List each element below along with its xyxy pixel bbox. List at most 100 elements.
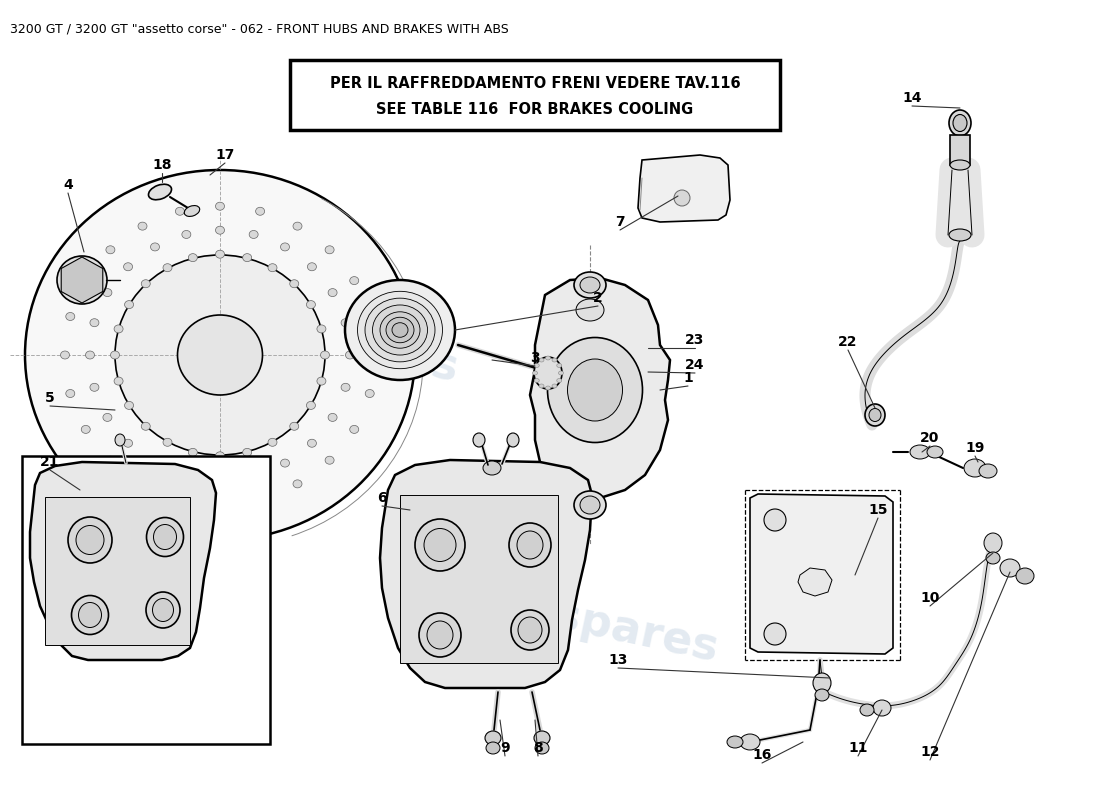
Ellipse shape [865,404,886,426]
Bar [400,495,558,663]
Ellipse shape [317,377,326,385]
Ellipse shape [243,254,252,262]
Ellipse shape [154,525,176,550]
Ellipse shape [740,734,760,750]
Ellipse shape [216,500,224,508]
Ellipse shape [552,358,557,362]
Ellipse shape [123,262,133,270]
Ellipse shape [163,264,172,272]
Ellipse shape [552,384,557,388]
Ellipse shape [124,301,133,309]
Ellipse shape [1016,568,1034,584]
Ellipse shape [483,461,500,475]
Ellipse shape [185,206,200,217]
Ellipse shape [141,422,151,430]
Ellipse shape [576,299,604,321]
Ellipse shape [813,673,830,693]
Ellipse shape [727,736,742,748]
Ellipse shape [557,363,562,367]
Ellipse shape [123,439,133,447]
Ellipse shape [341,318,350,326]
Ellipse shape [485,731,501,745]
Ellipse shape [66,265,98,295]
Ellipse shape [289,422,299,430]
Ellipse shape [268,264,277,272]
Text: eurospares: eurospares [178,290,462,390]
Ellipse shape [986,552,1000,564]
Text: 15: 15 [868,503,888,517]
Text: 5: 5 [45,391,55,405]
Ellipse shape [124,402,133,410]
Ellipse shape [580,496,600,514]
Ellipse shape [559,371,563,375]
Ellipse shape [534,731,550,745]
Ellipse shape [57,256,107,304]
Ellipse shape [116,255,324,455]
Ellipse shape [535,378,539,382]
Ellipse shape [371,351,380,359]
Text: SEE TABLE 116  FOR BRAKES COOLING: SEE TABLE 116 FOR BRAKES COOLING [376,102,694,118]
Ellipse shape [307,301,316,309]
Ellipse shape [326,246,334,254]
Ellipse shape [110,351,120,359]
Ellipse shape [66,313,75,321]
Ellipse shape [307,402,316,410]
Text: 18: 18 [152,158,172,172]
Ellipse shape [386,318,414,342]
Ellipse shape [365,298,435,362]
Ellipse shape [293,222,303,230]
Text: 8: 8 [534,741,543,755]
Ellipse shape [188,448,197,456]
Text: 17: 17 [216,148,234,162]
Ellipse shape [182,230,191,238]
Ellipse shape [424,529,456,562]
Ellipse shape [568,359,623,421]
Ellipse shape [146,518,184,557]
Ellipse shape [289,280,299,288]
Bar [45,497,190,645]
Ellipse shape [535,742,549,754]
Ellipse shape [427,621,453,649]
Ellipse shape [419,613,461,657]
Ellipse shape [574,491,606,519]
Ellipse shape [151,243,160,251]
Ellipse shape [964,459,986,477]
Ellipse shape [249,230,258,238]
Ellipse shape [415,519,465,571]
Ellipse shape [358,291,442,369]
Ellipse shape [546,356,550,360]
Text: 4: 4 [63,178,73,192]
Bar [290,60,780,130]
Ellipse shape [507,433,519,447]
Ellipse shape [116,434,125,446]
Ellipse shape [486,742,500,754]
Ellipse shape [72,595,109,634]
Ellipse shape [216,452,224,460]
Ellipse shape [68,517,112,563]
Polygon shape [798,568,832,596]
Ellipse shape [869,409,881,422]
Ellipse shape [146,592,180,628]
Ellipse shape [114,325,123,333]
Polygon shape [638,155,730,222]
Ellipse shape [216,476,224,484]
Ellipse shape [512,610,549,650]
Ellipse shape [60,351,69,359]
Ellipse shape [518,617,542,643]
Ellipse shape [328,414,337,422]
Polygon shape [62,257,102,303]
Ellipse shape [317,325,326,333]
Ellipse shape [953,114,967,131]
Ellipse shape [392,322,408,338]
Ellipse shape [950,160,970,170]
Ellipse shape [90,383,99,391]
Text: 16: 16 [752,748,772,762]
Ellipse shape [326,456,334,464]
Ellipse shape [350,277,359,285]
Text: 9: 9 [500,741,509,755]
Ellipse shape [345,351,354,359]
Ellipse shape [548,338,642,442]
Ellipse shape [78,602,101,627]
Text: 14: 14 [902,91,922,105]
Text: 7: 7 [615,215,625,229]
